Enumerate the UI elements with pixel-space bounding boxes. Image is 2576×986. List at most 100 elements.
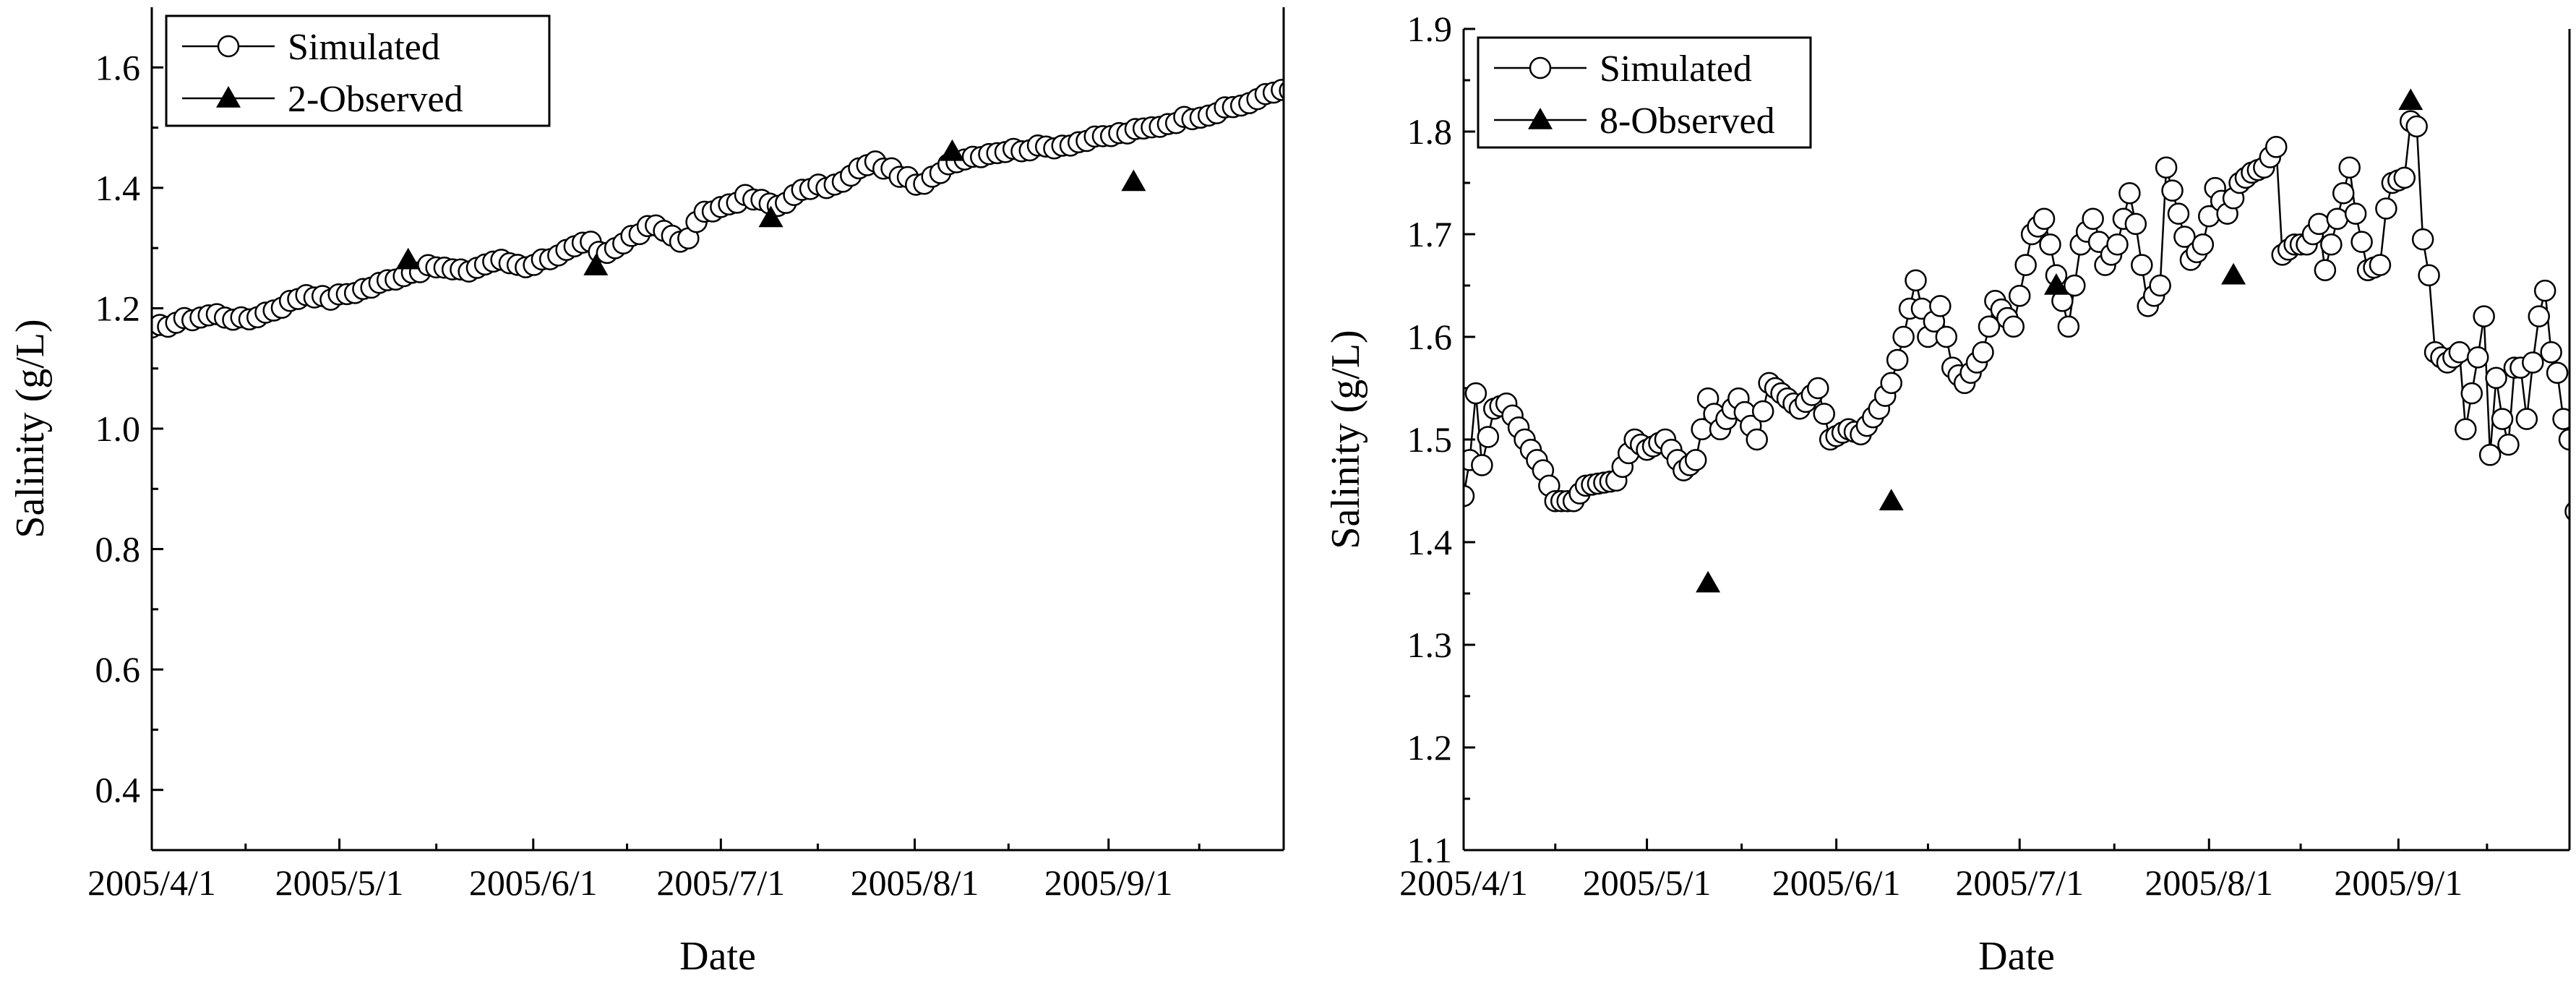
simulated-point — [2191, 233, 2215, 256]
observed-point — [758, 205, 783, 228]
x-tick-label: 2005/8/1 — [2144, 862, 2273, 903]
simulated-point — [2455, 418, 2477, 441]
x-tick-label: 2005/4/1 — [87, 862, 216, 903]
legend-triangle-marker — [216, 86, 241, 108]
simulated-point — [1892, 325, 1915, 348]
simulated-point — [2522, 351, 2544, 374]
simulated-point — [2405, 115, 2428, 138]
observed-point — [940, 139, 965, 161]
y-tick-label: 0.4 — [95, 770, 141, 810]
simulated-point — [2332, 181, 2355, 205]
simulated-point — [2064, 274, 2086, 297]
simulated-point — [2572, 496, 2576, 516]
simulated-line — [1464, 119, 2569, 502]
simulated-point — [2411, 228, 2434, 251]
simulated-point — [2106, 233, 2129, 256]
simulated-point — [2039, 233, 2061, 256]
simulated-point — [2320, 233, 2343, 256]
simulated-point — [2265, 136, 2288, 158]
simulated-point — [1464, 484, 1475, 507]
simulated-point — [2082, 207, 2104, 230]
simulated-point — [2515, 408, 2538, 430]
simulated-point — [1296, 78, 1316, 98]
x-tick-label: 2005/6/1 — [469, 862, 598, 903]
simulated-point — [2344, 202, 2367, 225]
simulated-point — [2418, 264, 2440, 287]
y-tick-label: 1.4 — [1407, 522, 1453, 562]
simulated-point — [2032, 207, 2056, 230]
simulated-point — [2155, 156, 2178, 179]
simulated-point — [1464, 382, 1487, 405]
simulated-point — [1288, 77, 1308, 97]
simulated-point — [1978, 315, 2001, 338]
simulated-point — [2552, 408, 2569, 430]
simulated-point — [2002, 315, 2025, 338]
simulated-point — [2473, 305, 2495, 327]
simulated-point — [2161, 179, 2184, 202]
simulated-point — [1304, 79, 1324, 99]
simulated-point — [2338, 156, 2361, 179]
y-tick-label: 1.6 — [1407, 317, 1453, 357]
legend-circle-marker — [1529, 56, 1552, 80]
x-tick-label: 2005/7/1 — [656, 862, 785, 903]
y-tick-label: 1.3 — [1407, 625, 1453, 665]
y-axis-title: Salinity (g/L) — [1323, 330, 1368, 549]
y-tick-label: 0.8 — [95, 529, 141, 570]
simulated-point — [1477, 426, 1500, 448]
simulated-point — [2540, 341, 2562, 364]
simulated-point — [1880, 372, 1902, 395]
chart-well-2: 0.4 0.6 0.8 1.0 1.2 1.4 1.6 2005/4/1 2005/5/1 200… — [8, 7, 1324, 979]
simulated-point — [2131, 254, 2153, 276]
x-axis-title: Date — [1978, 934, 2055, 979]
simulated-point — [1751, 400, 1774, 423]
legend-circle-marker — [217, 35, 240, 58]
x-axis-title: Date — [679, 934, 756, 979]
observed-point — [2398, 88, 2423, 111]
simulated-point — [2369, 254, 2392, 276]
simulated-point — [2167, 202, 2190, 225]
simulated-point — [2008, 284, 2031, 307]
x-tick-label: 2005/4/1 — [1399, 862, 1528, 903]
simulated-point — [2308, 213, 2330, 236]
simulated-point — [1905, 269, 1927, 292]
x-tick-label: 2005/9/1 — [1044, 862, 1173, 903]
legend-label: Simulated — [1600, 48, 1752, 90]
simulated-point — [1972, 341, 1994, 364]
simulated-point — [2393, 166, 2416, 189]
simulated-point — [2558, 428, 2569, 451]
observed-point — [1879, 489, 1904, 510]
simulated-point — [2546, 361, 2569, 384]
simulated-point — [1807, 377, 1829, 400]
simulated-point — [1684, 449, 1707, 471]
observed-point — [1696, 570, 1721, 593]
simulated-point — [2485, 366, 2507, 390]
simulated-point — [1886, 348, 1909, 372]
x-tick-label: 2005/8/1 — [851, 862, 979, 903]
simulated-point — [2564, 502, 2569, 521]
simulated-point — [1813, 403, 1835, 425]
observed-point — [395, 247, 421, 270]
y-tick-label: 1.0 — [95, 408, 141, 449]
simulated-point — [2350, 231, 2373, 253]
simulated-point — [2497, 433, 2520, 456]
plot-area — [1464, 88, 2576, 593]
observed-point — [2221, 262, 2246, 285]
y-tick-label: 1.4 — [95, 168, 141, 208]
observed-point — [1121, 169, 1146, 192]
x-tick-label: 2005/9/1 — [2334, 862, 2463, 903]
simulated-point — [2466, 346, 2489, 369]
y-tick-label: 1.1 — [1407, 830, 1453, 870]
simulated-point — [2491, 408, 2514, 430]
y-tick-label: 1.7 — [1407, 214, 1453, 254]
y-tick-label: 1.2 — [1407, 727, 1453, 768]
y-tick-label: 1.2 — [95, 288, 141, 328]
simulated-point — [1935, 325, 1958, 348]
simulated-point — [2326, 207, 2349, 230]
x-tick-label: 2005/5/1 — [1583, 862, 1712, 903]
legend-label: 2-Observed — [288, 79, 463, 120]
simulated-point — [2118, 181, 2141, 205]
y-axis-title: Salinity (g/L) — [8, 319, 53, 538]
simulated-point — [2375, 197, 2397, 220]
simulated-point — [2173, 226, 2196, 248]
